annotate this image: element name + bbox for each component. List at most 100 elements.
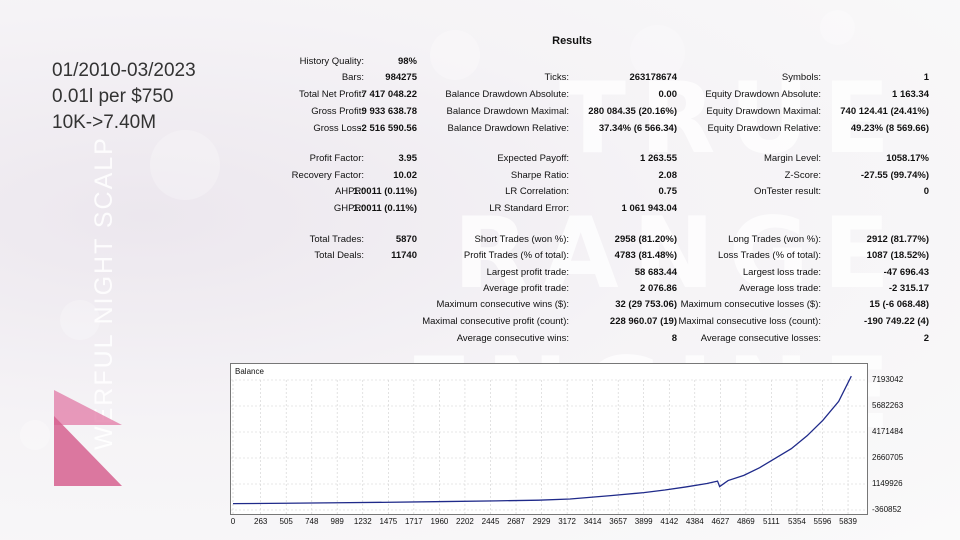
stat-label: AHPR: [334, 186, 364, 197]
stat-label: Short Trades (won %): [474, 234, 569, 245]
x-tick-label: 2929 [532, 517, 551, 526]
stat-label: Largest loss trade: [742, 267, 821, 278]
stat-value: 740 124.41 (24.41%) [840, 106, 929, 117]
x-tick-label: 505 [279, 517, 293, 526]
stat-value: 1087 (18.52%) [866, 250, 929, 261]
stat-value: -47 696.43 [883, 267, 929, 278]
period-info: 01/2010-03/2023 0.01l per $750 10K->7.40… [52, 58, 196, 136]
y-tick-label: 1149926 [872, 479, 903, 488]
stat-value: 98% [397, 56, 417, 67]
stat-value: 7 417 048.22 [361, 89, 417, 100]
x-tick-label: 4627 [711, 517, 730, 526]
stat-value: 2912 (81.77%) [866, 234, 929, 245]
stat-value: -190 749.22 (4) [864, 316, 929, 327]
stat-value: 49.23% (8 569.66) [850, 123, 929, 134]
stat-value: 0.00 [658, 89, 678, 100]
x-tick-label: 2202 [456, 517, 474, 526]
stat-value: 2.08 [658, 170, 678, 181]
stat-label: LR Standard Error: [489, 203, 569, 214]
stat-value: -2 516 590.56 [358, 123, 417, 134]
stat-value: 0 [923, 186, 929, 197]
watermark-line-2: RANGE [453, 197, 904, 311]
stat-value: 3.95 [398, 153, 418, 164]
growth: 10K->7.40M [52, 112, 157, 133]
x-tick-label: 4142 [660, 517, 679, 526]
x-tick-label: 3172 [558, 517, 577, 526]
stat-label: Gross Loss: [313, 123, 364, 134]
stat-label: Balance Drawdown Maximal: [446, 106, 570, 117]
stat-value: 9 933 638.78 [361, 106, 417, 117]
stat-label: Average consecutive wins: [456, 333, 569, 344]
stat-label: Largest profit trade: [486, 267, 569, 278]
x-tick-label: 4869 [736, 517, 755, 526]
stat-label: Equity Drawdown Absolute: [705, 89, 821, 100]
stat-label: Sharpe Ratio: [510, 170, 569, 181]
stat-value: 228 960.07 (19) [609, 316, 677, 327]
x-tick-label: 0 [230, 517, 236, 526]
stat-label: Symbols: [781, 72, 821, 83]
y-tick-label: 5682263 [872, 401, 904, 410]
stat-label: Profit Trades (% of total): [463, 250, 569, 261]
stat-label: Average consecutive losses: [700, 333, 821, 344]
stat-label: Maximum consecutive losses ($): [680, 299, 821, 310]
stat-value: 1.0011 (0.11%) [353, 186, 417, 197]
results-title: Results [552, 35, 592, 47]
x-tick-label: 1475 [379, 517, 398, 526]
chart-title: Balance [235, 367, 264, 376]
x-tick-label: 4384 [685, 517, 704, 526]
stat-label: Ticks: [544, 72, 569, 83]
stat-label: Gross Profit: [311, 106, 364, 117]
stat-value: 4783 (81.48%) [614, 250, 677, 261]
stat-value: 1 061 943.04 [621, 203, 677, 214]
stat-value: -2 315.17 [888, 283, 929, 294]
y-tick-label: 7193042 [872, 375, 904, 384]
x-tick-label: 1717 [404, 517, 423, 526]
x-tick-label: 5111 [763, 517, 780, 526]
stat-label: GHPR: [333, 203, 364, 214]
balance-line [232, 375, 852, 505]
stat-value: 37.34% (6 566.34) [598, 123, 677, 134]
y-tick-label: 2660705 [872, 453, 904, 462]
stat-label: Bars: [341, 72, 364, 83]
x-tick-label: 1232 [353, 517, 372, 526]
stat-label: Maximal consecutive loss (count): [678, 316, 821, 327]
stat-value: 32 (29 753.06) [615, 299, 677, 310]
stat-label: Total Deals: [314, 250, 364, 261]
stat-value: 2 076.86 [640, 283, 677, 294]
stat-label: Equity Drawdown Relative: [707, 123, 821, 134]
stat-value: 0.75 [658, 186, 678, 197]
stat-label: Maximum consecutive wins ($): [436, 299, 569, 310]
stat-label: Balance Drawdown Relative: [447, 123, 569, 134]
stat-label: Recovery Factor: [291, 170, 364, 181]
stat-value: 10.02 [393, 170, 417, 181]
pink-triangle-bottom [54, 416, 122, 486]
stat-value: 263178674 [629, 72, 677, 83]
x-tick-label: 2687 [507, 517, 525, 526]
stat-label: Balance Drawdown Absolute: [445, 89, 569, 100]
stat-value: 1 163.34 [892, 89, 929, 100]
x-tick-label: 3657 [609, 517, 628, 526]
stat-value: 11740 [391, 250, 417, 261]
stat-value: -27.55 (99.74%) [860, 170, 929, 181]
stat-label: Maximal consecutive profit (count): [422, 316, 569, 327]
y-tick-label: -360852 [872, 505, 902, 514]
chart-plot [231, 375, 867, 514]
y-tick-label: 4171484 [872, 427, 904, 436]
x-tick-label: 1960 [430, 517, 449, 526]
balance-chart: Balance [230, 363, 868, 515]
stat-label: Profit Factor: [309, 153, 364, 164]
stat-value: 58 683.44 [634, 267, 677, 278]
stat-value: 15 (-6 068.48) [869, 299, 929, 310]
stat-label: Z-Score: [784, 170, 821, 181]
stat-label: LR Correlation: [505, 186, 569, 197]
x-tick-label: 5354 [788, 517, 806, 526]
stat-value: 280 084.35 (20.16%) [588, 106, 677, 117]
x-tick-label: 989 [330, 517, 344, 526]
stat-label: Equity Drawdown Maximal: [706, 106, 821, 117]
x-tick-label: 2445 [481, 517, 500, 526]
stat-label: Long Trades (won %): [728, 234, 821, 245]
stat-value: 1 [923, 72, 929, 83]
x-tick-label: 3414 [583, 517, 602, 526]
stat-value: 1.0011 (0.11%) [353, 203, 417, 214]
stat-label: Loss Trades (% of total): [718, 250, 821, 261]
